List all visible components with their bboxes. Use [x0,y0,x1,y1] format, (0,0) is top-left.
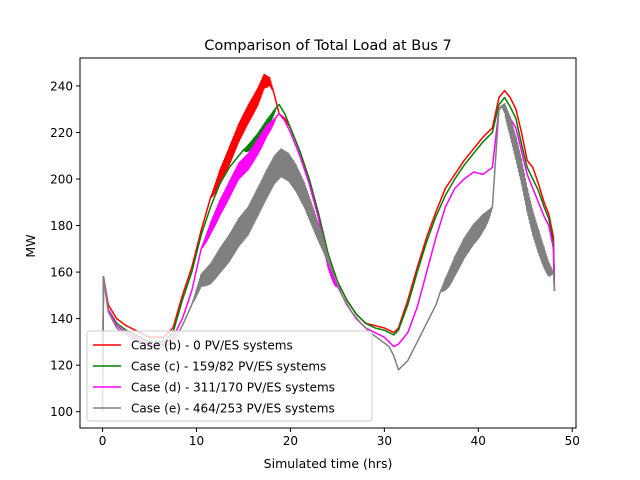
series-layer [101,73,556,412]
y-tick-label: 200 [50,173,73,187]
legend-label-0: Case (b) - 0 PV/ES systems [131,339,293,353]
y-tick-label: 140 [50,312,73,326]
x-tick-label: 50 [565,434,580,448]
x-tick-label: 40 [471,434,486,448]
y-tick-label: 220 [50,126,73,140]
x-tick-label: 10 [189,434,204,448]
y-tick-label: 160 [50,266,73,280]
plot-frame [79,57,577,429]
y-tick-label: 180 [50,219,73,233]
y-tick-label: 240 [50,79,73,93]
x-tick-label: 20 [283,434,298,448]
x-axis-label: Simulated time (hrs) [264,456,393,471]
x-tick-label: 30 [377,434,392,448]
legend-box [86,330,373,422]
series-line-1 [101,96,556,412]
legend-label-1: Case (c) - 159/82 PV/ES systems [131,360,326,374]
legend-label-3: Case (e) - 464/253 PV/ES systems [131,402,335,416]
x-tick-label: 0 [99,434,107,448]
y-axis-label: MW [23,234,38,257]
axes: 0 10 20 30 40 50 100 120 140 160 180 200 220 240 [50,57,580,448]
series-line-3 [101,103,556,412]
y-tick-label: 120 [50,359,73,373]
legend-label-2: Case (d) - 311/170 PV/ES systems [131,381,335,395]
legend: Case (b) - 0 PV/ES systems Case (c) - 159… [86,330,373,422]
y-tick-label: 100 [50,405,73,419]
chart-title: Comparison of Total Load at Bus 7 [204,38,452,54]
